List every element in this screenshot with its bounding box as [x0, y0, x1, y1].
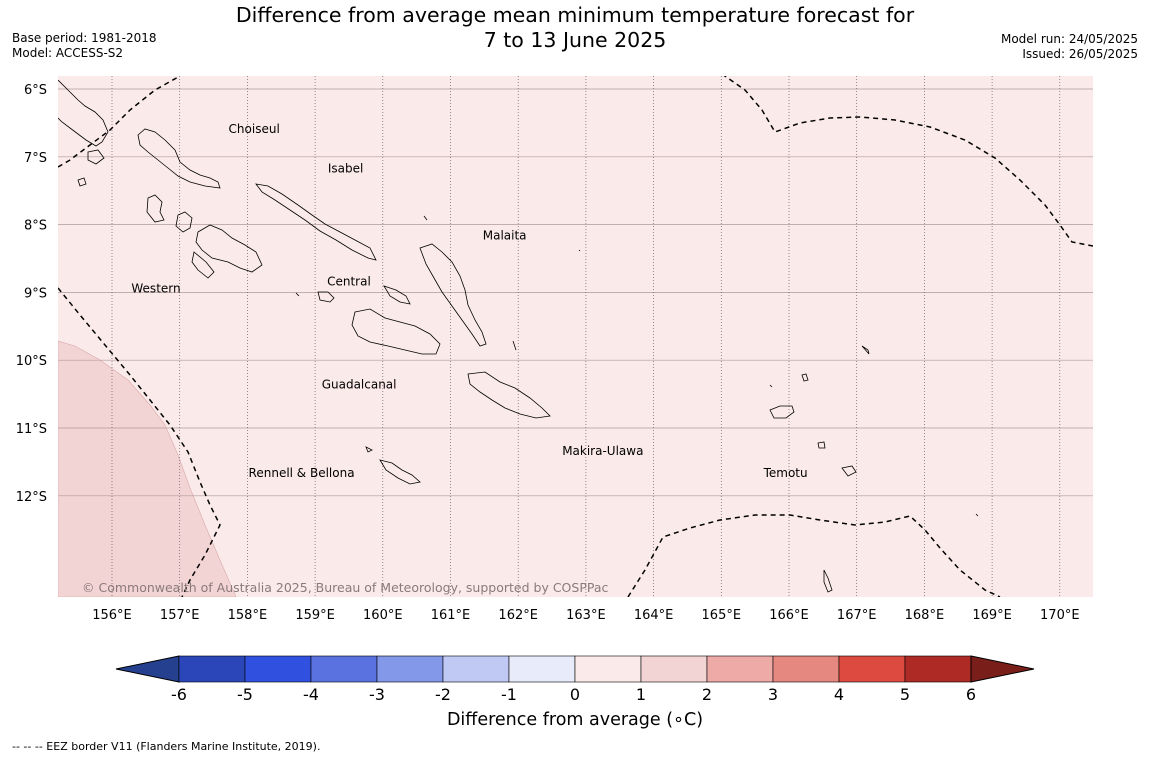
region-label: Choiseul	[229, 122, 280, 136]
colorbar-segment	[640, 655, 708, 683]
longitude-label: 167°E	[837, 608, 877, 623]
colorbar-extension-low	[115, 655, 180, 683]
colorbar-tick-label: 2	[702, 685, 712, 704]
colorbar-tick-label: 3	[768, 685, 778, 704]
colorbar-segment	[772, 655, 840, 683]
eez-border-line	[627, 514, 1001, 597]
guadalcanal-island	[351, 308, 441, 355]
colorbar-segment	[508, 655, 576, 683]
latitude-label: 12°S	[16, 490, 47, 505]
colorbar	[115, 655, 1035, 683]
colorbar-tick-label: 4	[834, 685, 844, 704]
longitude-label: 163°E	[566, 608, 606, 623]
colorbar-label: Difference from average (∘C)	[446, 710, 704, 730]
map-background	[58, 76, 1093, 597]
santa-cruz-islands	[769, 345, 979, 593]
issued-text: Issued: 26/05/2025	[1022, 47, 1138, 61]
new-georgia-islands	[146, 194, 263, 279]
graticule	[58, 76, 1093, 597]
region-label: Makira-Ulawa	[562, 444, 643, 458]
region-label: Rennell & Bellona	[249, 466, 355, 480]
eez-border-line	[58, 287, 221, 597]
colorbar-segment	[376, 655, 444, 683]
colorbar-tick-label: -4	[303, 685, 319, 704]
base-period-text: Base period: 1981-2018	[12, 31, 157, 45]
latitude-label: 10°S	[16, 354, 47, 369]
makira-island	[467, 371, 551, 419]
longitude-label: 161°E	[431, 608, 471, 623]
colorbar-tick-label: -6	[171, 685, 187, 704]
rennell-island	[365, 446, 421, 485]
colorbar-tick-label: 0	[570, 685, 580, 704]
colorbar-tick-label: -1	[501, 685, 517, 704]
longitude-label: 164°E	[634, 608, 674, 623]
region-label: Temotu	[763, 466, 808, 480]
longitude-label: 159°E	[295, 608, 335, 623]
colorbar-tick-label: -2	[435, 685, 451, 704]
latitude-label: 11°S	[16, 422, 47, 437]
eez-border-line	[58, 76, 181, 168]
colorbar-segment	[706, 655, 774, 683]
colorbar-tick-label: -5	[237, 685, 253, 704]
colorbar-tick-label: 5	[900, 685, 910, 704]
longitude-label: 169°E	[972, 608, 1012, 623]
longitude-labels: 156°E 157°E 158°E 159°E 160°E 161°E 162°E 163°E…	[92, 608, 1079, 623]
copyright-notice: © Commonwealth of Australia 2025, Bureau…	[82, 580, 608, 595]
longitude-label: 170°E	[1040, 608, 1080, 623]
latitude-label: 8°S	[24, 219, 47, 234]
small-islets	[77, 149, 773, 388]
colorbar-segment	[904, 655, 972, 683]
colorbar-tick-labels: -6 -5 -4 -3 -2 -1 0 1 2 3 4 5 6	[171, 685, 976, 704]
colorbar-segment	[310, 655, 378, 683]
colorbar-tick-label: 6	[966, 685, 976, 704]
colorbar-tick-label: 1	[636, 685, 646, 704]
colorbar-segment	[178, 655, 246, 683]
latitude-label: 9°S	[24, 286, 47, 301]
latitude-label: 6°S	[24, 83, 47, 98]
isabel-island	[255, 183, 377, 261]
latitude-labels: 6°S 7°S 8°S 9°S 10°S 11°S 12°S	[16, 83, 47, 505]
longitude-label: 156°E	[92, 608, 132, 623]
region-label: Guadalcanal	[322, 378, 397, 392]
eez-borders	[58, 76, 1093, 597]
colorbar-extension-high	[970, 655, 1035, 683]
longitude-label: 160°E	[363, 608, 403, 623]
meta-left: Base period: 1981-2018 Model: ACCESS-S2	[12, 31, 157, 61]
model-text: Model: ACCESS-S2	[12, 46, 124, 60]
central-islands	[317, 285, 411, 305]
meta-right: Model run: 24/05/2025 Issued: 26/05/2025	[1001, 32, 1138, 62]
colorbar-segment	[442, 655, 510, 683]
colorbar-segment	[838, 655, 906, 683]
model-run-text: Model run: 24/05/2025	[1000, 32, 1138, 46]
choiseul-island	[137, 128, 221, 189]
region-label: Western	[131, 281, 180, 295]
eez-border-line	[723, 76, 1093, 247]
title-line-1: Difference from average mean minimum tem…	[235, 3, 915, 27]
longitude-label: 162°E	[498, 608, 538, 623]
region-labels: Choiseul Isabel Malaita Western Central Guada…	[131, 122, 807, 480]
colorbar-tick-label: -3	[369, 685, 385, 704]
bougainville-island	[58, 79, 109, 147]
colorbar-segment	[244, 655, 312, 683]
coastlines	[58, 79, 979, 593]
region-label: Central	[327, 275, 371, 289]
eez-footnote: -- -- -- EEZ border V11 (Flanders Marine…	[12, 740, 321, 753]
region-label: Isabel	[328, 161, 363, 175]
longitude-label: 157°E	[160, 608, 200, 623]
region-label: Malaita	[483, 229, 527, 243]
latitude-label: 7°S	[24, 151, 47, 166]
longitude-label: 166°E	[769, 608, 809, 623]
longitude-label: 158°E	[228, 608, 268, 623]
longitude-label: 165°E	[702, 608, 742, 623]
colorbar-segment	[574, 655, 642, 683]
title-line-2: 7 to 13 June 2025	[483, 28, 667, 52]
longitude-label: 168°E	[905, 608, 945, 623]
malaita-island	[419, 243, 487, 347]
map-title: Difference from average mean minimum tem…	[0, 3, 1150, 53]
